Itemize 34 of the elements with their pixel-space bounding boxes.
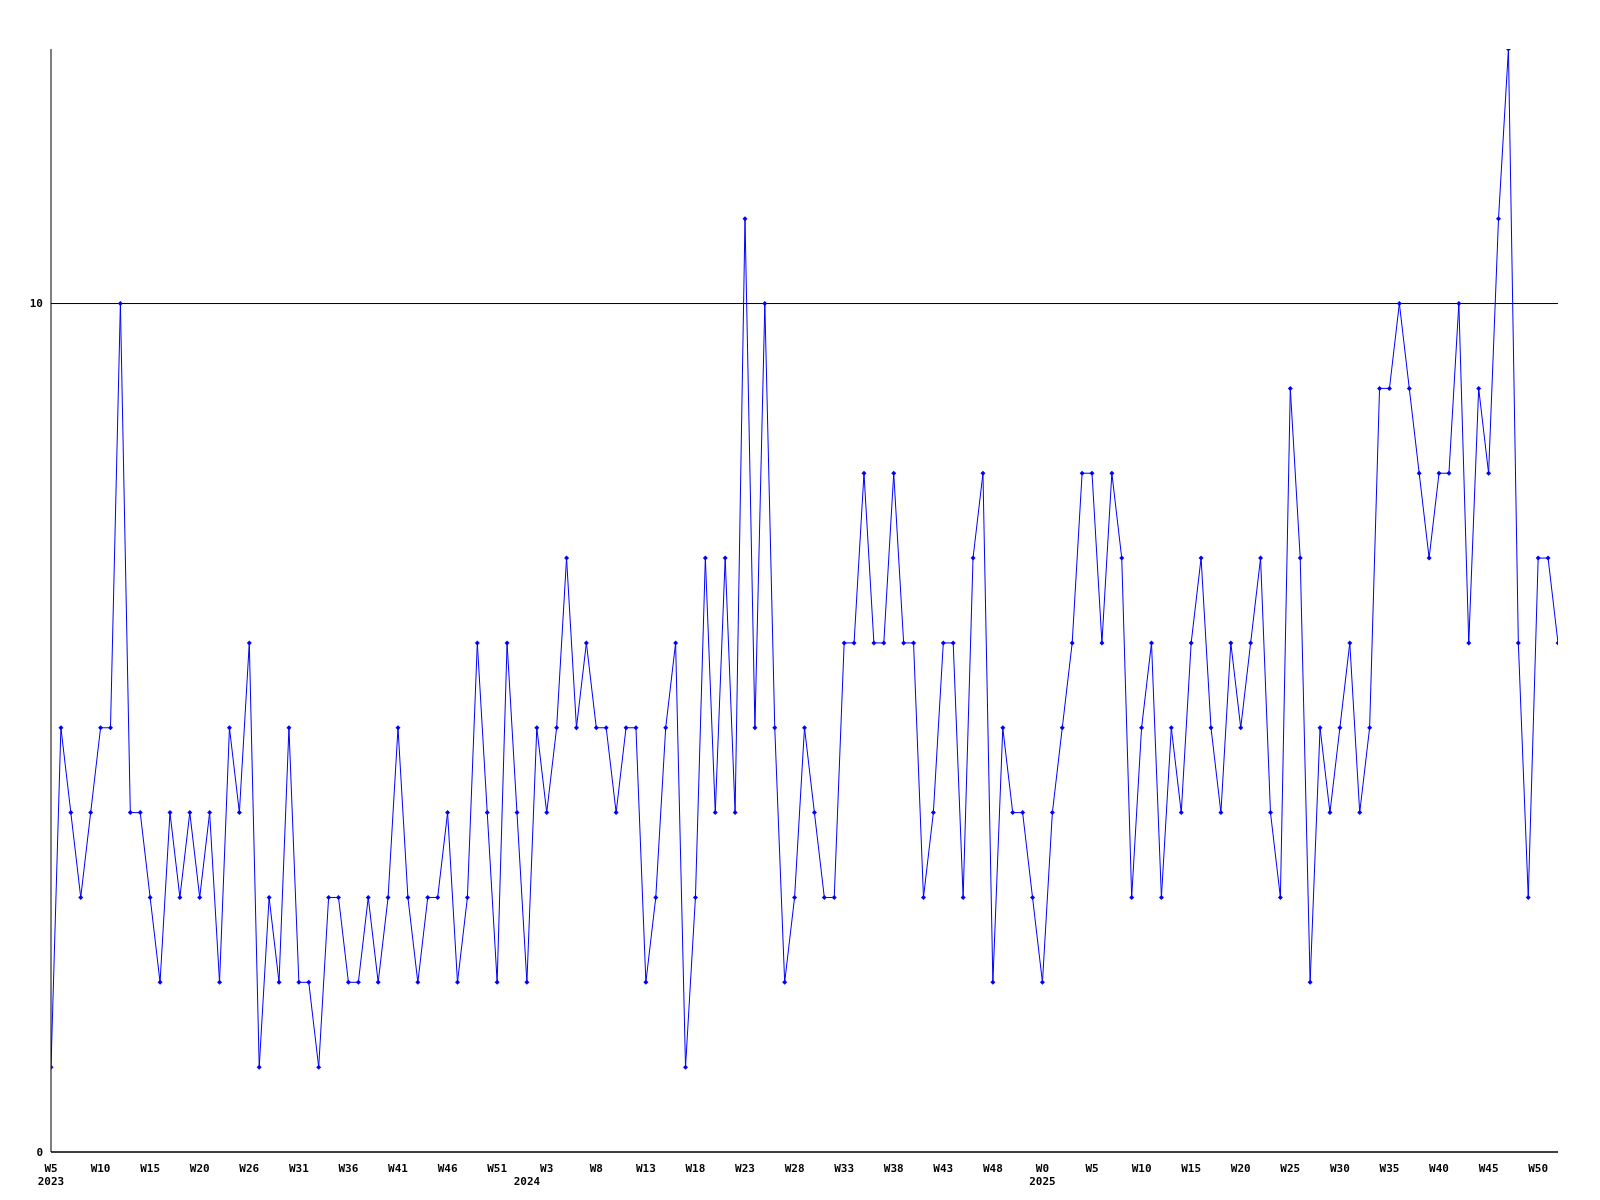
x-tick-label: W36 [338, 1162, 359, 1175]
x-tick-label: W10 [90, 1162, 111, 1175]
x-tick-label: W15 [1181, 1162, 1202, 1175]
x-tick-label: W35 [1379, 1162, 1400, 1175]
x-tick-label: W0 2025 [1029, 1162, 1056, 1188]
x-tick-label: W20 [1230, 1162, 1251, 1175]
x-tick-label: W13 [635, 1162, 656, 1175]
y-tick-label: 0 [36, 1145, 43, 1159]
x-tick-label: W51 [487, 1162, 508, 1175]
x-tick-label: W3 [540, 1162, 554, 1175]
x-tick-label: W43 [933, 1162, 954, 1175]
x-tick-label: W31 [288, 1162, 310, 1175]
x-tick-label: W25 [1280, 1162, 1301, 1175]
x-tick-label: W5 2023 [37, 1162, 65, 1188]
x-tick-label: W28 [784, 1162, 805, 1175]
x-tick-label: W41 [388, 1162, 409, 1175]
x-tick-label: W15 [140, 1162, 161, 1175]
x-tick-label: W18 [685, 1162, 706, 1175]
x-tick-label: W10 [1131, 1162, 1152, 1175]
x-tick-label: W46 [437, 1162, 458, 1175]
y-tick-label: 10 [29, 297, 43, 311]
x-tick-label: W33 [834, 1162, 855, 1175]
x-tick-label: W5 [1085, 1162, 1099, 1175]
x-tick-label: W23 [735, 1162, 755, 1175]
x-tick-label: W26 [239, 1162, 260, 1175]
x-tick-label: W38 [883, 1162, 904, 1175]
x-tick-label: W48 [982, 1162, 1003, 1175]
x-tick-label: W45 [1478, 1162, 1499, 1175]
x-tick-label: W50 [1528, 1162, 1549, 1175]
x-tick-label: W40 [1429, 1162, 1449, 1175]
x-tick-label: 2024 [513, 1175, 541, 1188]
x-tick-label: W30 [1329, 1162, 1350, 1175]
x-tick-label: W20 [189, 1162, 210, 1175]
x-tick-label: W8 [589, 1162, 603, 1175]
